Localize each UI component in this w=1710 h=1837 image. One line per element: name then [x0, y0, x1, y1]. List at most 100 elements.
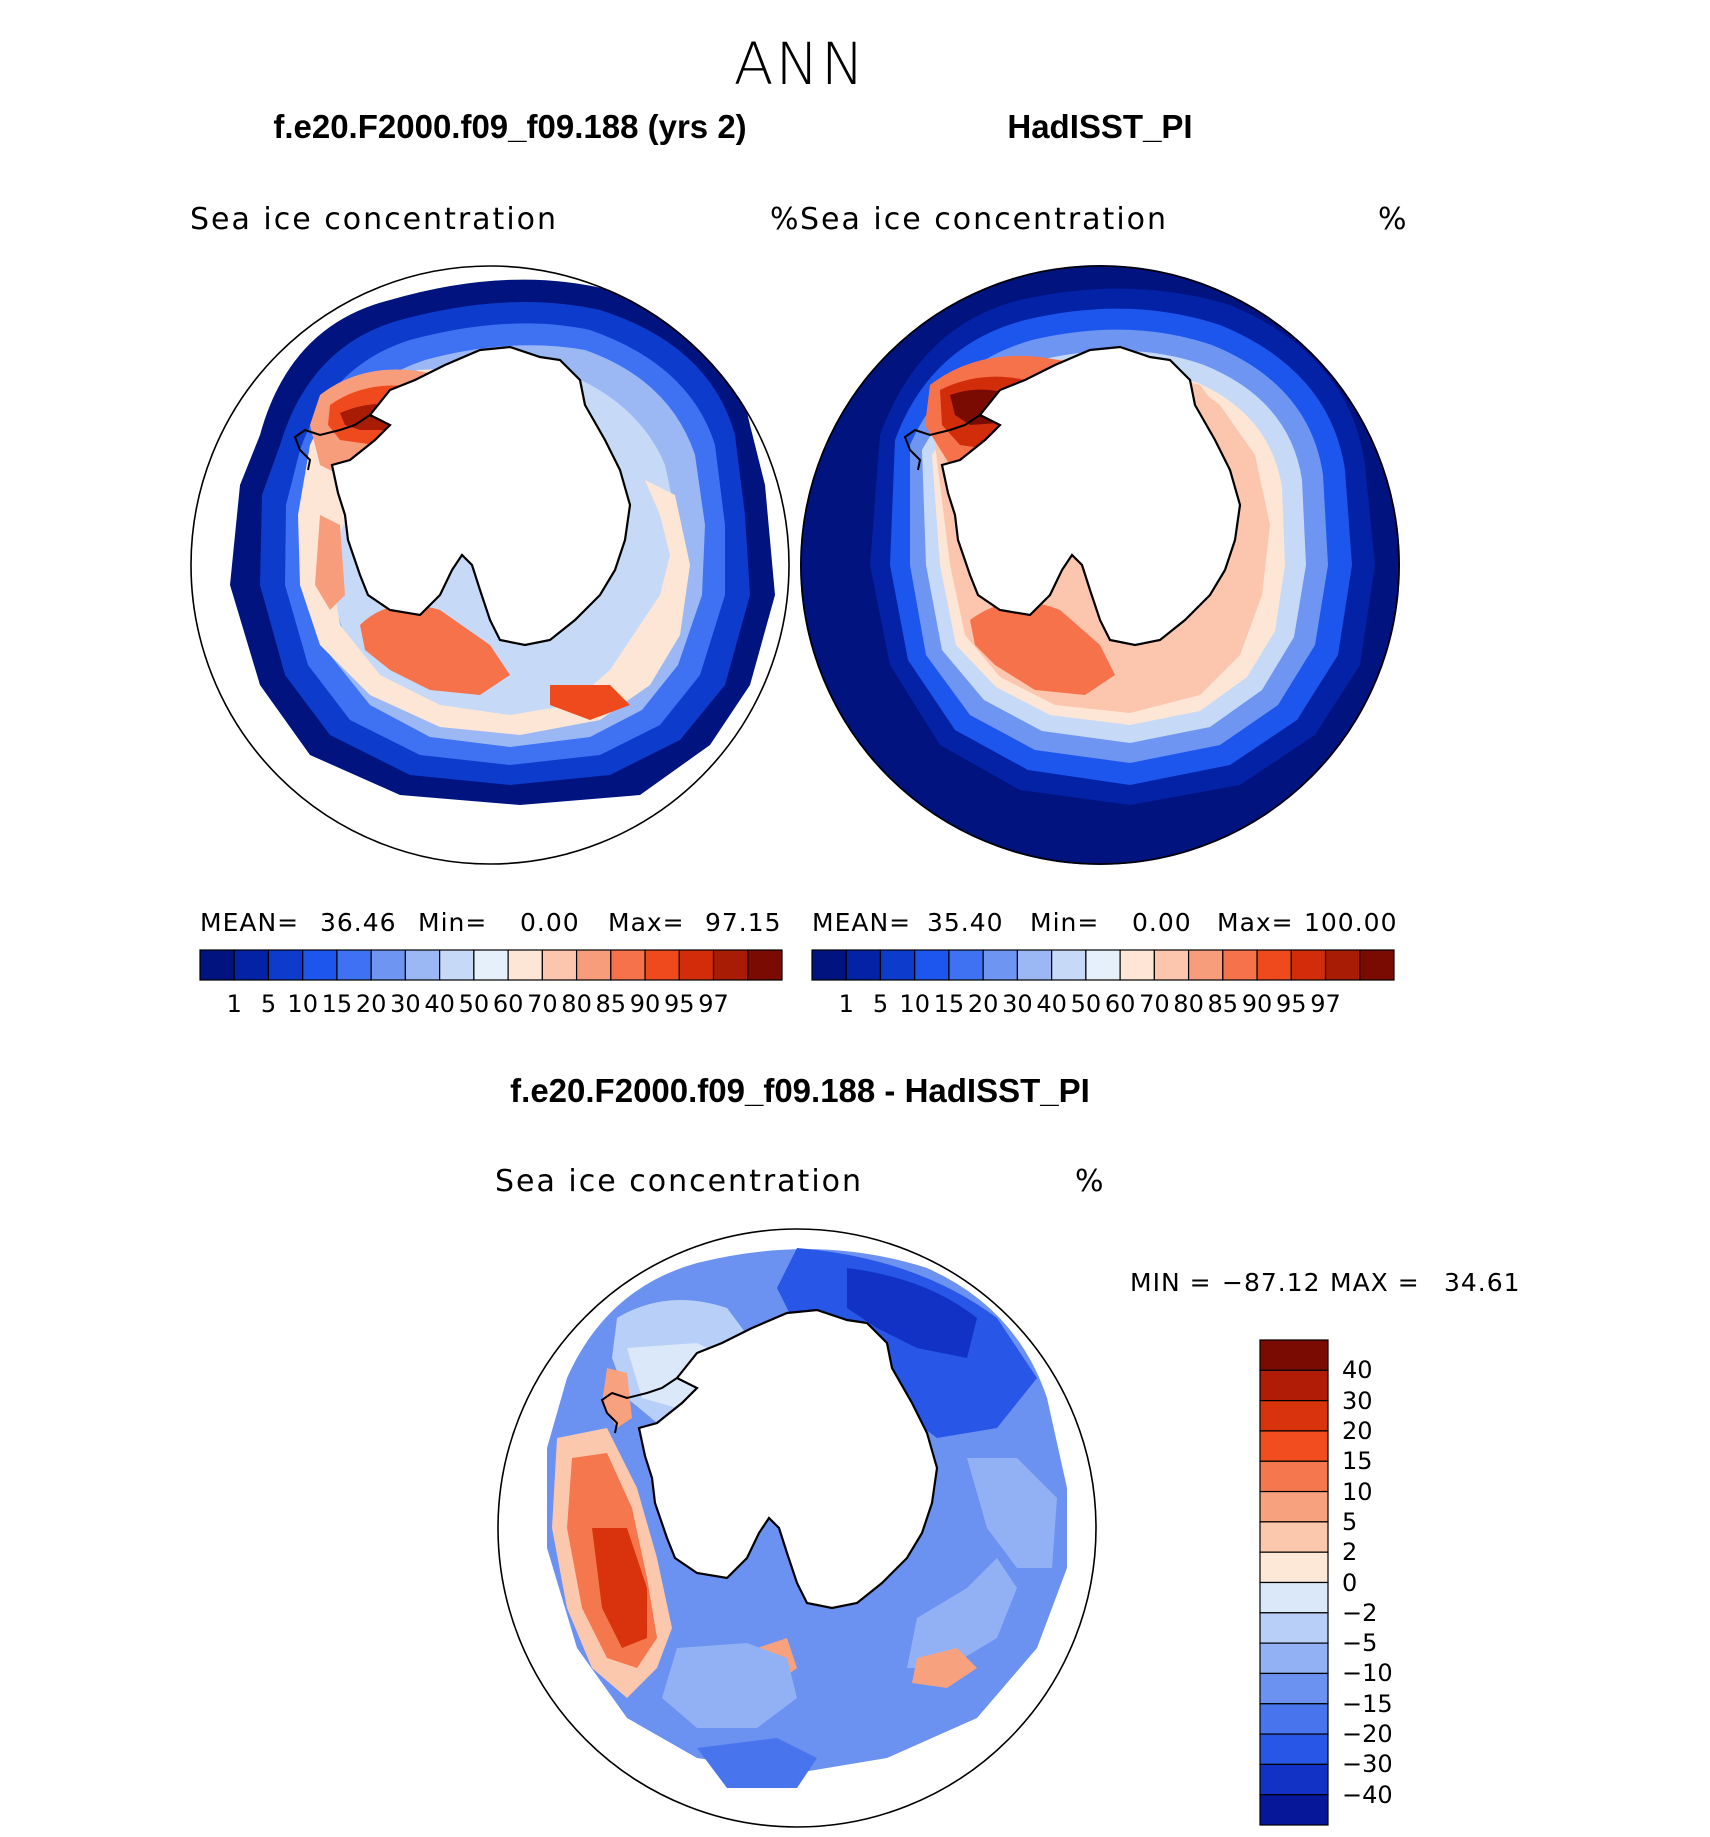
- colorbar-tick-label: 60: [492, 990, 524, 1018]
- mean-value: 36.46: [320, 908, 397, 937]
- mean-label: MEAN=: [200, 908, 300, 937]
- polar-map-model: [190, 265, 790, 865]
- max-label: MAX =: [1330, 1268, 1420, 1297]
- units-label-diff: %: [1075, 1164, 1106, 1199]
- colorbar-swatch: [879, 949, 916, 981]
- variable-label-model: Sea ice concentration: [190, 202, 559, 237]
- colorbar-ticks-obs: 1 5 10 15 20 30 40 50 60 70 80 85 90 95 97: [812, 990, 1394, 1020]
- panel-title-diff: f.e20.F2000.f09_f09.188 - HadISST_PI: [510, 1072, 1090, 1109]
- colorbar-tick-label: 0: [1342, 1568, 1358, 1597]
- colorbar-tick-label: 70: [1139, 990, 1170, 1018]
- colorbar-tick-label: 95: [664, 990, 695, 1018]
- colorbar-tick-label: 85: [1207, 990, 1239, 1018]
- colorbar-tick-label: 70: [527, 990, 558, 1018]
- peninsula-outline-diff: [600, 1377, 678, 1434]
- colorbar-swatch: [1051, 949, 1087, 981]
- colorbar-swatch: [811, 949, 847, 981]
- min-label: Min=: [1030, 908, 1100, 937]
- colorbar-swatch: [1259, 1581, 1329, 1614]
- colorbar-tick-label: 80: [1173, 990, 1204, 1018]
- polar-map-diff: [497, 1228, 1097, 1828]
- colorbar-tick-label: −10: [1342, 1659, 1393, 1688]
- colorbar-tick-label: 10: [899, 990, 930, 1018]
- figure-title: ANN: [733, 30, 867, 98]
- colorbar-tick-label: 5: [872, 990, 889, 1018]
- colorbar-swatch: [370, 949, 407, 981]
- colorbar-swatch: [233, 949, 270, 981]
- colorbar-tick-label: 50: [1070, 990, 1102, 1018]
- colorbar-swatch: [1259, 1703, 1329, 1735]
- colorbar-swatch: [948, 949, 984, 981]
- colorbar-swatch: [1290, 949, 1327, 981]
- min-value: −87.12: [1222, 1268, 1321, 1297]
- colorbar-swatch: [1259, 1339, 1329, 1371]
- colorbar-swatch: [1259, 1551, 1329, 1584]
- colorbar-diff: [1259, 1339, 1329, 1826]
- colorbar-model: [199, 949, 783, 981]
- max-value: 100.00: [1304, 908, 1398, 937]
- antarctica-outline-diff: [637, 1308, 939, 1610]
- colorbar-tick-label: 15: [321, 990, 353, 1018]
- colorbar-tick-label: 10: [287, 990, 318, 1018]
- colorbar-swatch: [336, 949, 372, 981]
- colorbar-swatch: [1359, 949, 1395, 981]
- min-value: 0.00: [1132, 908, 1192, 937]
- colorbar-tick-label: 80: [561, 990, 592, 1018]
- colorbar-tick-label: 95: [1276, 990, 1307, 1018]
- colorbar-swatch: [507, 949, 543, 981]
- antarctica-outline-model: [330, 345, 632, 647]
- colorbar-tick-label: 60: [1104, 990, 1136, 1018]
- colorbar-swatch: [1259, 1369, 1329, 1402]
- colorbar-tick-label: 30: [390, 990, 421, 1018]
- colorbar-tick-label: 10: [1342, 1477, 1373, 1506]
- variable-label-obs: Sea ice concentration: [800, 202, 1169, 237]
- colorbar-swatch: [678, 949, 715, 981]
- colorbar-swatch: [1259, 1612, 1329, 1644]
- colorbar-ticks-model: 1 5 10 15 20 30 40 50 60 70 80 85 90 95 97: [200, 990, 782, 1020]
- colorbar-swatch: [541, 949, 578, 981]
- colorbar-tick-label: 90: [629, 990, 661, 1018]
- colorbar-tick-label: 85: [595, 990, 627, 1018]
- min-label: MIN =: [1130, 1268, 1212, 1297]
- colorbar-tick-label: 90: [1241, 990, 1273, 1018]
- colorbar-tick-label: −40: [1342, 1780, 1393, 1809]
- colorbar-tick-label: 1: [838, 990, 854, 1018]
- max-value: 97.15: [705, 908, 782, 937]
- units-label-model: %: [770, 202, 801, 237]
- colorbar-swatch: [267, 949, 304, 981]
- colorbar-tick-label: −30: [1342, 1750, 1393, 1779]
- colorbar-tick-label: 97: [698, 990, 729, 1018]
- panel-title-model: f.e20.F2000.f09_f09.188 (yrs 2): [273, 108, 747, 145]
- colorbar-swatch: [644, 949, 680, 981]
- colorbar-swatch: [575, 949, 612, 981]
- colorbar-swatch: [302, 949, 338, 981]
- colorbar-tick-label: 5: [1342, 1507, 1358, 1536]
- colorbar-swatch: [712, 949, 749, 981]
- variable-label-diff: Sea ice concentration: [495, 1164, 864, 1199]
- max-label: Max=: [1217, 908, 1294, 937]
- colorbar-swatch: [1259, 1794, 1329, 1826]
- stats-diff: MIN = −87.12 MAX = 34.61: [1130, 1268, 1550, 1298]
- colorbar-tick-label: 97: [1310, 990, 1341, 1018]
- colorbar-swatch: [1259, 1642, 1329, 1675]
- colorbar-swatch: [1259, 1733, 1329, 1765]
- colorbar-obs: [811, 949, 1395, 981]
- colorbar-tick-label: 15: [933, 990, 965, 1018]
- colorbar-tick-label: 30: [1342, 1386, 1373, 1415]
- colorbar-ticks-diff: 40 30 20 15 10 5 2 0 −2 −5 −10 −15 −20 −30 −40: [1342, 1340, 1422, 1825]
- colorbar-tick-label: 50: [458, 990, 490, 1018]
- colorbar-swatch: [1259, 1490, 1329, 1523]
- units-label-obs: %: [1378, 202, 1409, 237]
- colorbar-swatch: [1324, 949, 1361, 981]
- max-value: 34.61: [1444, 1268, 1521, 1297]
- stats-model: MEAN= 36.46 Min= 0.00 Max= 97.15: [200, 908, 790, 938]
- colorbar-tick-label: 40: [424, 990, 455, 1018]
- colorbar-tick-label: 40: [1036, 990, 1067, 1018]
- colorbar-tick-label: 2: [1342, 1538, 1358, 1567]
- colorbar-tick-label: −2: [1342, 1598, 1378, 1627]
- colorbar-tick-label: 40: [1342, 1356, 1373, 1385]
- colorbar-swatch: [1259, 1763, 1329, 1796]
- colorbar-swatch: [914, 949, 950, 981]
- colorbar-tick-label: 30: [1002, 990, 1033, 1018]
- peninsula-outline-obs: [903, 414, 981, 471]
